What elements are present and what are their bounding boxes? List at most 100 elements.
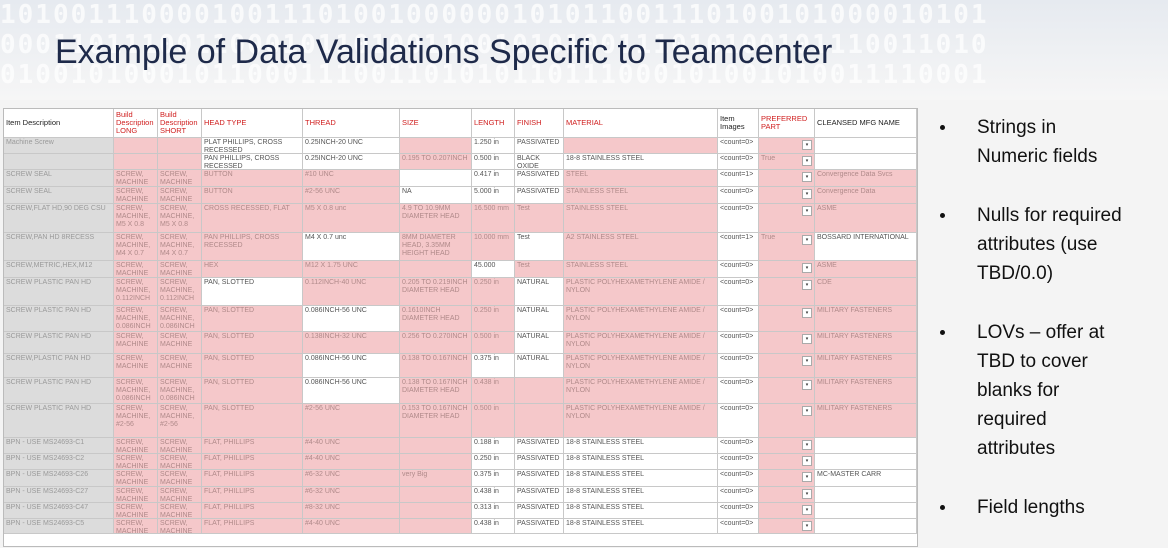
table-cell: CROSS RECESSED, FLAT bbox=[202, 204, 303, 233]
table-cell: BUTTON bbox=[202, 187, 303, 204]
table-cell: PASSIVATED bbox=[515, 170, 564, 187]
table-cell: 0.138 TO 0.167INCH DIAMETER HEAD bbox=[400, 378, 472, 404]
table-cell bbox=[400, 487, 472, 503]
table-cell: STAINLESS STEEL bbox=[564, 187, 718, 204]
table-cell: PAN, SLOTTED bbox=[202, 378, 303, 404]
table-cell: PLASTIC POLYHEXAMETHYLENE AMIDE / NYLON bbox=[564, 332, 718, 354]
table-cell: PASSIVATED bbox=[515, 487, 564, 503]
table-cell: PLASTIC POLYHEXAMETHYLENE AMIDE / NYLON bbox=[564, 404, 718, 438]
table-cell: SCREW, MACHINE bbox=[114, 170, 158, 187]
table-cell: 0.250 in bbox=[472, 454, 515, 470]
table-cell: SCREW,METRIC,HEX,M12 bbox=[4, 261, 114, 278]
table-cell: SCREW, MACHINE bbox=[114, 332, 158, 354]
table-cell: 16.500 mm bbox=[472, 204, 515, 233]
bullet-text: Strings in bbox=[977, 117, 1057, 138]
table-cell: PASSIVATED bbox=[515, 187, 564, 204]
table-cell: SCREW PLASTIC PAN HD bbox=[4, 278, 114, 306]
table-cell: PLASTIC POLYHEXAMETHYLENE AMIDE / NYLON bbox=[564, 278, 718, 306]
table-cell: ▾ bbox=[759, 487, 815, 503]
table-cell: 0.256 TO 0.270INCH bbox=[400, 332, 472, 354]
table-cell: FLAT, PHILLIPS bbox=[202, 438, 303, 454]
table-cell: 18-8 STAINLESS STEEL bbox=[564, 519, 718, 534]
table-cell: SCREW, MACHINE, 0.112INCH bbox=[158, 278, 202, 306]
table-cell: BUTTON bbox=[202, 170, 303, 187]
table-cell: SCREW, MACHINE bbox=[114, 503, 158, 519]
dropdown-arrow: ▾ bbox=[802, 189, 812, 199]
table-cell: SCREW, MACHINE bbox=[158, 187, 202, 204]
table-cell bbox=[400, 454, 472, 470]
table-cell: <count=0> bbox=[718, 204, 759, 233]
table-cell: MILITARY FASTENERS bbox=[815, 332, 917, 354]
table-cell: #6-32 UNC bbox=[303, 470, 400, 487]
table-cell: Test bbox=[515, 204, 564, 233]
table-cell: BPN - USE MS24693-C27 bbox=[4, 487, 114, 503]
table-cell: SCREW, MACHINE bbox=[114, 354, 158, 378]
column-header: Build Description SHORT bbox=[158, 109, 202, 138]
table-cell: 0.195 TO 0.207INCH bbox=[400, 154, 472, 170]
table-cell: #2-56 UNC bbox=[303, 187, 400, 204]
column-header: LENGTH bbox=[472, 109, 515, 138]
table-cell: 10.000 mm bbox=[472, 233, 515, 261]
table-cell: SCREW, MACHINE bbox=[114, 438, 158, 454]
table-cell: 0.313 in bbox=[472, 503, 515, 519]
table-cell: SCREW, MACHINE, 0.086INCH bbox=[114, 306, 158, 332]
table-cell: PASSIVATED bbox=[515, 470, 564, 487]
table-cell: M5 X 0.8 unc bbox=[303, 204, 400, 233]
table-cell bbox=[515, 404, 564, 438]
table-cell: FLAT, PHILLIPS bbox=[202, 470, 303, 487]
dropdown-arrow: ▾ bbox=[802, 440, 812, 450]
table-cell bbox=[815, 487, 917, 503]
table-cell: 0.153 TO 0.167INCH DIAMETER HEAD bbox=[400, 404, 472, 438]
table-cell: <count=1> bbox=[718, 170, 759, 187]
table-cell: #10 UNC bbox=[303, 170, 400, 187]
column-header: MATERIAL bbox=[564, 109, 718, 138]
table-cell bbox=[400, 261, 472, 278]
table-cell: 0.500 in bbox=[472, 404, 515, 438]
dropdown-arrow: ▾ bbox=[802, 406, 812, 416]
dropdown-arrow: ▾ bbox=[802, 356, 812, 366]
column-header: HEAD TYPE bbox=[202, 109, 303, 138]
table-cell: SCREW, MACHINE, 0.086INCH bbox=[158, 306, 202, 332]
table-cell: MILITARY FASTENERS bbox=[815, 404, 917, 438]
bullet-dot bbox=[940, 125, 945, 130]
table-cell: <count=0> bbox=[718, 354, 759, 378]
bullet-text: Field lengths bbox=[977, 497, 1085, 518]
table-cell: <count=0> bbox=[718, 378, 759, 404]
table-cell: CDE bbox=[815, 278, 917, 306]
bullet-text: required bbox=[977, 409, 1047, 430]
table-cell: SCREW PLASTIC PAN HD bbox=[4, 306, 114, 332]
table-cell: 0.438 in bbox=[472, 487, 515, 503]
table-cell: <count=0> bbox=[718, 487, 759, 503]
table-cell: #4-40 UNC bbox=[303, 519, 400, 534]
column-header: FINISH bbox=[515, 109, 564, 138]
table-cell: ▾ bbox=[759, 138, 815, 154]
dropdown-arrow: ▾ bbox=[802, 521, 812, 531]
table-cell: SCREW, MACHINE bbox=[158, 487, 202, 503]
table-cell: ▾ bbox=[759, 454, 815, 470]
table-cell bbox=[400, 519, 472, 534]
binary-line: 1010011100001001110100100000010101100111… bbox=[0, 0, 989, 30]
table-cell: ASME bbox=[815, 204, 917, 233]
table-cell: 18-8 STAINLESS STEEL bbox=[564, 503, 718, 519]
table-cell: ASME bbox=[815, 261, 917, 278]
table-cell: BPN - USE MS24693-C2 bbox=[4, 454, 114, 470]
table-cell bbox=[815, 519, 917, 534]
table-cell: 0.417 in bbox=[472, 170, 515, 187]
bullet-text: blanks for bbox=[977, 380, 1060, 401]
dropdown-arrow: ▾ bbox=[802, 172, 812, 182]
table-cell bbox=[158, 154, 202, 170]
table-cell: SCREW, MACHINE, #2-56 bbox=[158, 404, 202, 438]
bullet-text: LOVs – offer at bbox=[977, 322, 1105, 343]
table-cell: Test bbox=[515, 261, 564, 278]
table-cell: NATURAL bbox=[515, 332, 564, 354]
table-cell: 0.086INCH-56 UNC bbox=[303, 378, 400, 404]
table-cell: 1.250 in bbox=[472, 138, 515, 154]
table-cell: ▾ bbox=[759, 278, 815, 306]
table-cell bbox=[815, 503, 917, 519]
table-cell: 4.9 TO 10.9MM DIAMETER HEAD bbox=[400, 204, 472, 233]
table-cell: <count=0> bbox=[718, 154, 759, 170]
table-cell: ▾ bbox=[759, 438, 815, 454]
table-cell: 0.375 in bbox=[472, 354, 515, 378]
table-cell: MILITARY FASTENERS bbox=[815, 354, 917, 378]
table-cell: PLASTIC POLYHEXAMETHYLENE AMIDE / NYLON bbox=[564, 306, 718, 332]
